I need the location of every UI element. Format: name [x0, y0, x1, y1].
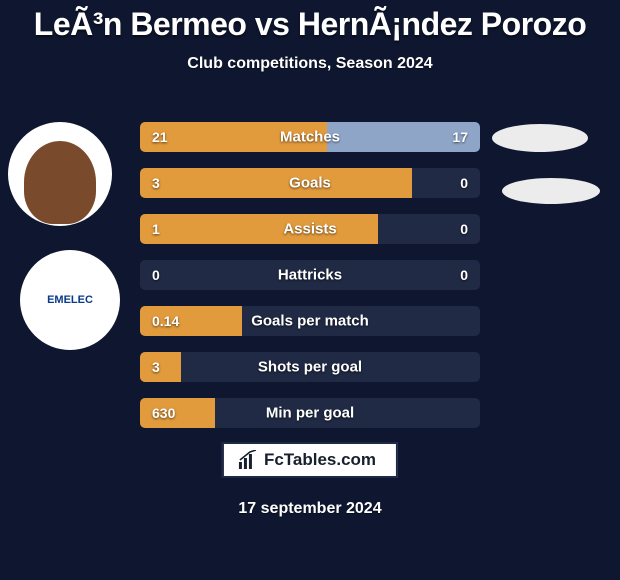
stat-right-value: 0: [460, 221, 468, 237]
watermark: FcTables.com: [222, 442, 398, 478]
stat-row: 21 17 Matches: [140, 122, 480, 152]
stat-label: Hattricks: [278, 267, 342, 284]
stat-row: 630 Min per goal: [140, 398, 480, 428]
bar-left: [140, 168, 412, 198]
stat-left-value: 630: [152, 405, 175, 421]
stat-left-value: 0.14: [152, 313, 179, 329]
club-left-badge: EMELEC: [20, 250, 120, 350]
bar-left: [140, 352, 181, 382]
stat-left-value: 0: [152, 267, 160, 283]
stat-label: Min per goal: [266, 405, 354, 422]
player-left-photo: [8, 122, 112, 226]
stat-right-value: 0: [460, 267, 468, 283]
stat-row: 0 0 Hattricks: [140, 260, 480, 290]
stat-label: Assists: [283, 221, 336, 238]
stat-label: Goals per match: [251, 313, 369, 330]
page-subtitle: Club competitions, Season 2024: [0, 55, 620, 73]
stat-left-value: 21: [152, 129, 168, 145]
stat-row: 3 Shots per goal: [140, 352, 480, 382]
stat-left-value: 3: [152, 175, 160, 191]
stat-label: Matches: [280, 129, 340, 146]
bar-left: [140, 214, 378, 244]
subtitle-text: Club competitions, Season 2024: [187, 55, 432, 72]
title-text: LeÃ³n Bermeo vs HernÃ¡ndez Porozo: [34, 6, 586, 42]
date-label: 17 september 2024: [238, 500, 381, 518]
stat-right-value: 0: [460, 175, 468, 191]
player-right-placeholder: [492, 124, 588, 152]
stat-row: 0.14 Goals per match: [140, 306, 480, 336]
page-title: LeÃ³n Bermeo vs HernÃ¡ndez Porozo: [0, 0, 620, 43]
chart-icon: [238, 450, 258, 470]
stat-right-value: 17: [452, 129, 468, 145]
watermark-text: FcTables.com: [264, 450, 376, 470]
date-text: 17 september 2024: [238, 500, 381, 517]
stats-container: 21 17 Matches 3 0 Goals 1 0 Assists 0 0 Hattricks 0.…: [140, 122, 480, 444]
stat-left-value: 3: [152, 359, 160, 375]
stat-row: 1 0 Assists: [140, 214, 480, 244]
stat-label: Goals: [289, 175, 331, 192]
club-badge-text: EMELEC: [47, 295, 93, 306]
club-right-placeholder: [502, 178, 600, 204]
stat-label: Shots per goal: [258, 359, 362, 376]
player-head-icon: [24, 141, 97, 224]
stat-left-value: 1: [152, 221, 160, 237]
stat-row: 3 0 Goals: [140, 168, 480, 198]
